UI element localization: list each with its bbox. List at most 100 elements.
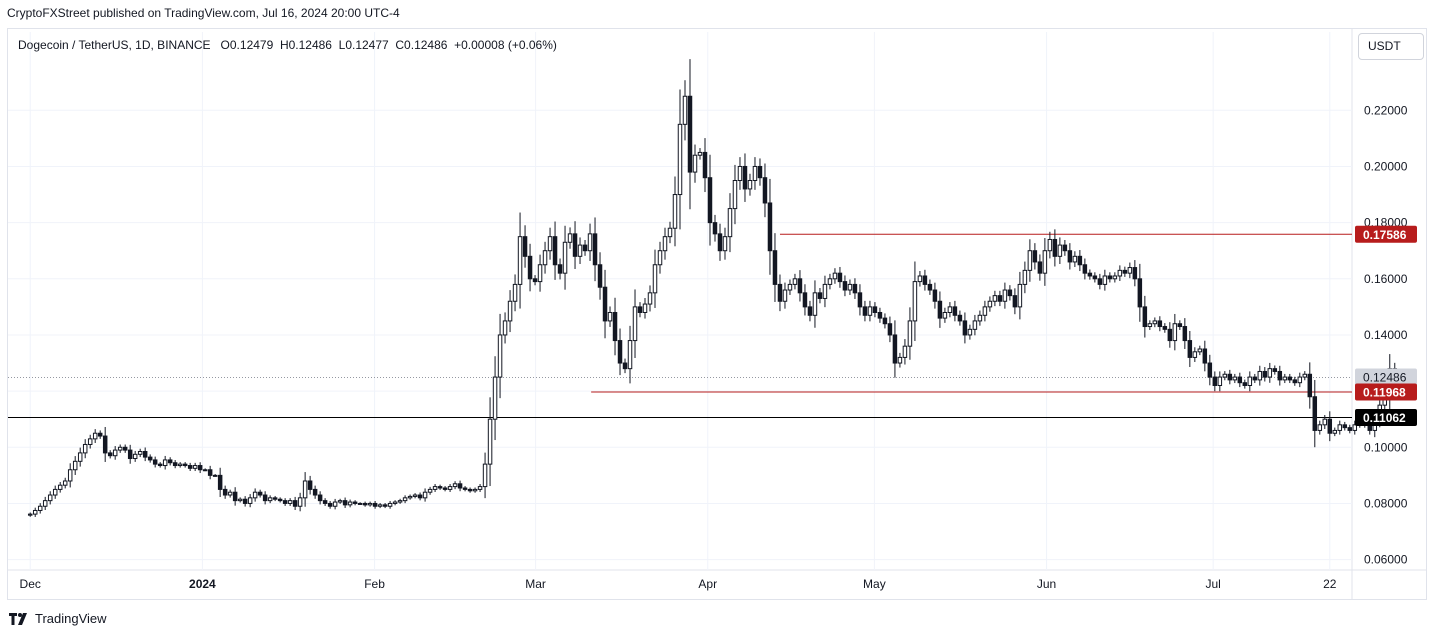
candle (282, 498, 288, 506)
candle (1132, 260, 1138, 287)
candle-body-down (1242, 382, 1248, 387)
candle (167, 457, 173, 466)
candle-body-up (27, 513, 33, 516)
candle (392, 500, 398, 506)
candle (712, 214, 718, 242)
candle (962, 312, 968, 344)
candle-body-down (262, 494, 268, 502)
candle-body-up (917, 275, 923, 283)
candle-body-down (1032, 250, 1038, 263)
candle-body-up (117, 446, 123, 451)
candle (967, 324, 973, 340)
candle (1312, 379, 1318, 448)
candle-body-up (847, 283, 853, 291)
candle (1177, 320, 1183, 330)
candle (67, 463, 73, 488)
candle-body-down (197, 465, 203, 471)
candle-body-down (1307, 373, 1313, 398)
candle (622, 358, 628, 374)
candle-body-up (732, 180, 738, 210)
candle (32, 507, 38, 517)
candle (752, 157, 758, 190)
candle (432, 484, 438, 492)
candle (372, 500, 378, 509)
candle-body-up (72, 460, 78, 471)
candle-body-up (82, 443, 88, 454)
candle (677, 89, 683, 230)
candle-body-up (832, 272, 838, 280)
x-tick-label: Jun (1037, 577, 1056, 591)
candle (1037, 254, 1043, 281)
candle-body-down (777, 283, 783, 302)
candle (867, 300, 873, 322)
candle (1342, 421, 1348, 431)
candle (537, 254, 543, 292)
candle (947, 302, 953, 318)
candle (367, 501, 373, 507)
candle-body-down (317, 494, 323, 502)
candle-body-up (972, 320, 978, 330)
candle-body-up (62, 480, 68, 486)
candle-body-up (632, 306, 638, 342)
candle-body-up (982, 306, 988, 316)
candle-body-down (772, 250, 778, 285)
candle (252, 488, 258, 502)
candle (982, 300, 988, 322)
candle (1292, 376, 1298, 386)
candle-body-down (1142, 306, 1148, 328)
candle (997, 290, 1003, 307)
symbol-label[interactable]: Dogecoin / TetherUS, 1D, BINANCE (18, 38, 211, 52)
candle-body-up (607, 311, 613, 322)
candle (697, 148, 703, 160)
candle-body-up (1002, 289, 1008, 302)
candle-body-up (57, 484, 63, 490)
candle-body-down (602, 286, 608, 322)
candle (557, 258, 563, 280)
candle-body-up (792, 278, 798, 285)
candle (822, 275, 828, 308)
candle (1042, 238, 1048, 286)
candle-body-down (1062, 244, 1068, 252)
candle-body-down (1132, 267, 1138, 280)
candle (1122, 266, 1128, 277)
candle (842, 275, 848, 297)
candle-body-down (872, 306, 878, 313)
candle (1297, 372, 1303, 388)
candle-body-down (1252, 376, 1258, 381)
candle-body-up (542, 250, 548, 266)
candle-body-up (1352, 424, 1358, 431)
candle (1087, 269, 1093, 280)
candle (787, 279, 793, 295)
candle (567, 227, 573, 249)
y-tick-label: 0.16000 (1364, 272, 1408, 286)
candle (292, 496, 298, 510)
candle-body-up (507, 300, 513, 322)
candle-body-up (67, 469, 73, 482)
candle-body-down (1082, 264, 1088, 274)
candle (782, 282, 788, 309)
candle (472, 487, 478, 493)
candle-body-up (357, 502, 363, 505)
candle-body-down (767, 202, 773, 252)
candle (102, 426, 108, 462)
candle-body-down (877, 311, 883, 319)
candle (122, 444, 128, 453)
candle (357, 502, 363, 505)
candle-body-down (997, 295, 1003, 302)
candle (662, 227, 668, 260)
candle (262, 491, 268, 505)
candle (927, 279, 933, 295)
candle (117, 444, 123, 453)
candle-body-down (842, 281, 848, 291)
candle (1287, 373, 1293, 384)
candle (1327, 411, 1333, 442)
tradingview-footer[interactable]: TradingView (9, 611, 107, 626)
candle-body-down (552, 236, 558, 266)
candle (577, 237, 583, 264)
candle-body-down (1207, 362, 1213, 378)
currency-button[interactable]: USDT (1358, 33, 1424, 60)
candle (727, 193, 733, 253)
candle-body-down (1212, 376, 1218, 387)
candle-body-up (407, 495, 413, 499)
